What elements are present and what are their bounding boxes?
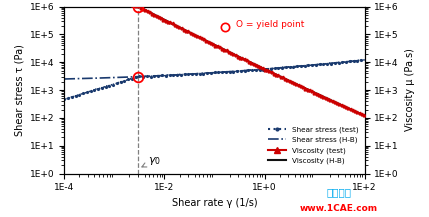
- Legend: Shear stress (test), Shear stress (H-B), Viscosity (test), Viscosity (H-B): Shear stress (test), Shear stress (H-B),…: [265, 124, 361, 167]
- Text: 仿真在线: 仿真在线: [326, 187, 351, 197]
- Y-axis label: Viscosity μ (Pa.s): Viscosity μ (Pa.s): [405, 49, 414, 132]
- Text: $\gamma_0$: $\gamma_0$: [142, 155, 161, 167]
- Text: O = yield point: O = yield point: [236, 20, 304, 29]
- Y-axis label: Shear stress τ (Pa): Shear stress τ (Pa): [15, 44, 24, 136]
- X-axis label: Shear rate γ (1/s): Shear rate γ (1/s): [172, 198, 257, 208]
- Text: www.1CAE.com: www.1CAE.com: [300, 204, 378, 213]
